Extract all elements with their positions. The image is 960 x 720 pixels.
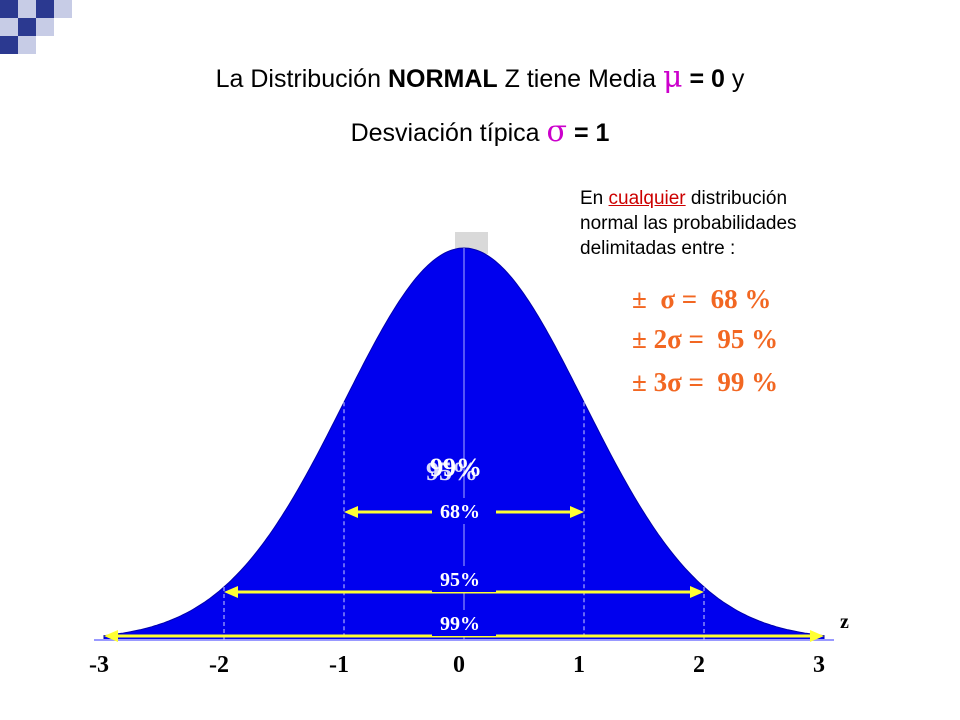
title-line-2: Desviación típica σ = 1 <box>0 114 960 149</box>
x-tick-label: 2 <box>693 652 705 678</box>
x-tick-label: 1 <box>573 652 585 678</box>
info-part1: En <box>580 188 609 209</box>
info-part2: distribución <box>685 188 788 209</box>
interval-arrow-head-right <box>690 586 704 598</box>
interval-arrow-head-left <box>224 586 238 598</box>
overlap-label-hidden: 95% <box>426 457 478 486</box>
z-axis-label: z <box>840 611 849 633</box>
interval-arrow-head-left <box>104 630 118 642</box>
formula-1-sigma: ± σ = 68 % <box>632 284 772 314</box>
title-line2-prefix: Desviación típica <box>350 119 547 147</box>
title-prefix: La Distribución <box>215 65 388 93</box>
info-line-3: delimitadas entre : <box>580 238 736 259</box>
interval-label-bg <box>432 498 496 524</box>
formula-3-sigma: ± 3σ = 99 % <box>632 367 779 397</box>
x-tick-label: -1 <box>329 652 349 678</box>
title-mean-value: = 0 <box>682 65 725 93</box>
title-middle: Z tiene Media <box>497 65 664 93</box>
interval-label-bg <box>432 566 496 592</box>
title-end: y <box>724 65 745 93</box>
interval-label-bg <box>432 610 496 636</box>
title-bold-normal: NORMAL <box>387 65 498 93</box>
interval-label: 99% <box>440 613 480 635</box>
x-tick-label: 3 <box>813 652 825 678</box>
title-line-1: La Distribución NORMAL Z tiene Media μ =… <box>0 60 960 95</box>
x-tick-label: -2 <box>209 652 229 678</box>
interval-arrow-head-left <box>344 506 358 518</box>
info-highlight: cualquier <box>608 188 686 209</box>
corner-decoration <box>0 0 72 54</box>
formula-2-sigma: ± 2σ = 95 % <box>632 324 779 354</box>
overlap-label: 99% <box>430 453 482 482</box>
info-text: En cualquier distribución normal las pro… <box>580 186 797 261</box>
interval-arrow-head-right <box>570 506 584 518</box>
info-line-1: En cualquier distribución <box>580 186 797 211</box>
title-sd-value: = 1 <box>567 119 610 147</box>
sigma-symbol: σ <box>546 114 567 149</box>
x-tick-label: 0 <box>453 652 465 678</box>
interval-arrow-head-right <box>810 630 824 642</box>
interval-label: 95% <box>440 569 480 591</box>
mu-symbol: μ <box>663 60 683 95</box>
x-tick-label: -3 <box>89 652 109 678</box>
info-line-2: normal las probabilidades <box>580 213 797 234</box>
interval-label: 68% <box>440 501 480 523</box>
